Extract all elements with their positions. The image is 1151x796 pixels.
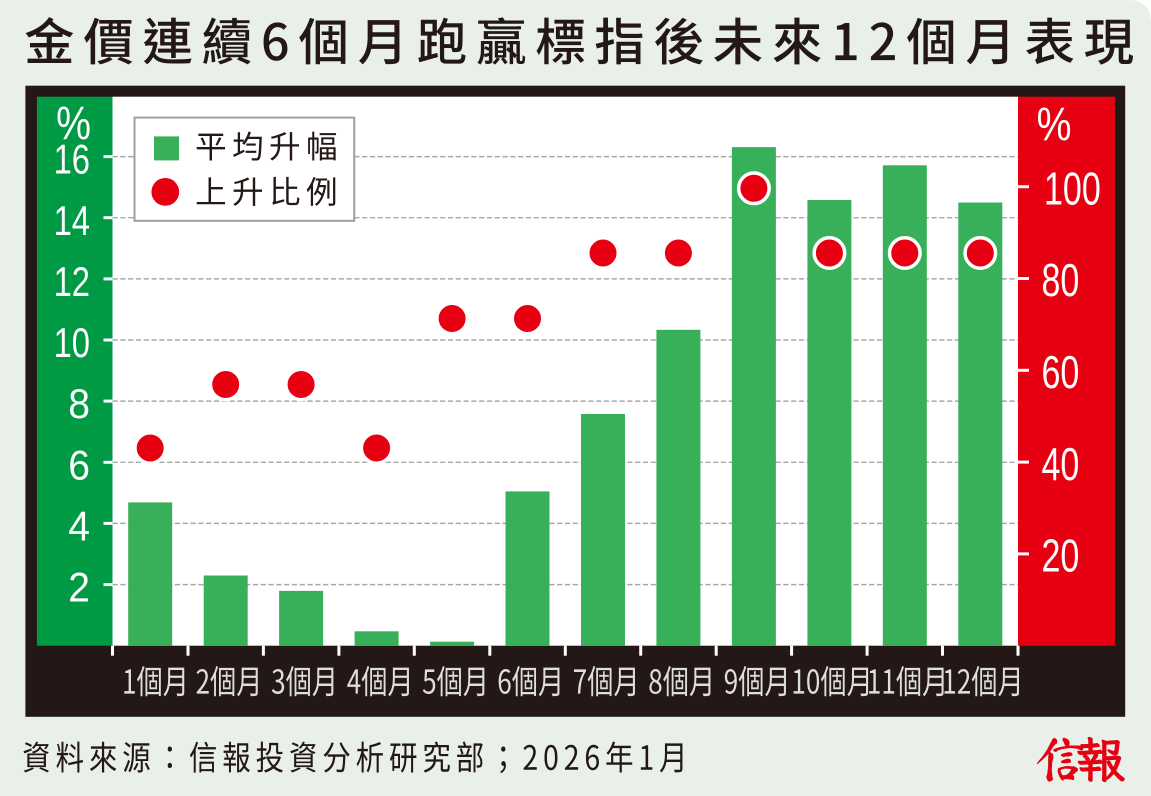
svg-text:80: 80 bbox=[1042, 254, 1080, 306]
svg-text:%: % bbox=[1037, 99, 1072, 151]
svg-text:10: 10 bbox=[54, 319, 90, 366]
svg-text:8: 8 bbox=[68, 380, 90, 428]
svg-text:%: % bbox=[56, 98, 91, 150]
svg-text:2: 2 bbox=[68, 563, 90, 611]
svg-text:40: 40 bbox=[1042, 438, 1080, 490]
svg-text:100: 100 bbox=[1044, 162, 1101, 214]
svg-text:60: 60 bbox=[1042, 346, 1080, 398]
svg-text:20: 20 bbox=[1042, 530, 1080, 582]
svg-text:4: 4 bbox=[68, 502, 90, 550]
svg-text:14: 14 bbox=[54, 197, 90, 244]
svg-text:6: 6 bbox=[68, 441, 90, 489]
svg-text:12: 12 bbox=[54, 258, 90, 305]
svg-text:16: 16 bbox=[54, 136, 90, 183]
